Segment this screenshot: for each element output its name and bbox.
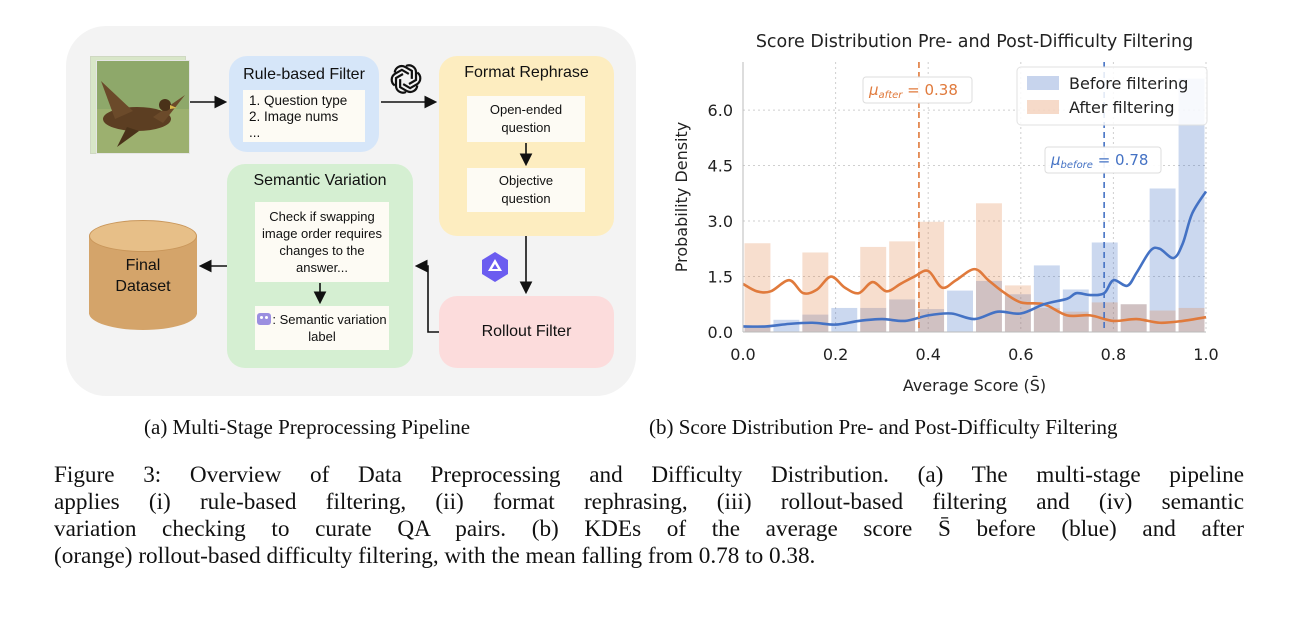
- x-tick-label: 0.0: [730, 345, 755, 364]
- caption-line: applies (i) rule-based filtering, (ii) f…: [54, 489, 1244, 515]
- legend-label-before: Before filtering: [1069, 74, 1188, 93]
- after-mean-label-box: [862, 76, 973, 104]
- caption-b: (b) Score Distribution Pre- and Post-Dif…: [649, 415, 1118, 439]
- after-kde-line: [742, 267, 1207, 325]
- format-rephrase-title: Format Rephrase: [464, 64, 589, 81]
- swap-check-box: Check if swapping image order requires c…: [255, 202, 389, 282]
- y-tick-label: 4.5: [708, 157, 733, 176]
- rule-based-filter-box: Rule-based Filter 1. Question type 2. Im…: [229, 56, 379, 152]
- before-mean-label-box: [1044, 146, 1162, 174]
- y-axis-label: Probability Density: [672, 122, 691, 273]
- x-axis-label: Average Score (S̄): [903, 376, 1046, 395]
- legend-swatch-before: [1027, 76, 1059, 90]
- dataset-cylinder-top: [89, 220, 197, 252]
- caption-a: (a) Multi-Stage Preprocessing Pipeline: [144, 415, 471, 439]
- semantic-label-box: : Semantic variation label: [255, 306, 389, 350]
- final-dataset-line2: Dataset: [115, 278, 171, 295]
- x-tick-label: 0.8: [1101, 345, 1126, 364]
- y-tick-label: 3.0: [708, 212, 733, 231]
- after-hist-bar: [1004, 285, 1031, 332]
- chart-title: Score Distribution Pre- and Post-Difficu…: [756, 32, 1193, 52]
- arrow-rollout-to-semantic: [414, 259, 439, 333]
- x-tick-label: 1.0: [1193, 345, 1218, 364]
- swap-check-text: Check if swapping image order requires c…: [262, 209, 382, 275]
- before-hist-bar: [1062, 289, 1089, 332]
- rollout-filter-box: Rollout Filter: [439, 296, 614, 368]
- y-tick-label: 0.0: [708, 323, 733, 342]
- before-hist-bar: [1033, 265, 1060, 332]
- caption-line: Figure 3: Overview of Data Preprocessing…: [54, 462, 1244, 488]
- before-hist-bar: [744, 325, 771, 332]
- final-dataset-line1: Final: [125, 257, 161, 274]
- before-kde-line: [742, 190, 1208, 328]
- before-hist-bar: [947, 290, 973, 332]
- semantic-variation-box: Semantic Variation Check if swapping ima…: [227, 164, 413, 368]
- rule-filter-item: 2. Image nums: [249, 109, 339, 124]
- semantic-variation-title: Semantic Variation: [253, 172, 387, 189]
- x-tick-label: 0.2: [823, 345, 848, 364]
- rollout-filter-title: Rollout Filter: [481, 323, 572, 340]
- caption-line: variation checking to curate QA pairs. (…: [54, 516, 1244, 542]
- rule-based-filter-title: Rule-based Filter: [243, 66, 365, 83]
- before-hist-bar: [831, 307, 858, 332]
- x-tick-label: 0.6: [1008, 345, 1033, 364]
- objective-question-box: Objective question: [467, 168, 585, 212]
- rule-filter-item: 1. Question type: [249, 93, 348, 108]
- x-tick-label: 0.4: [915, 345, 940, 364]
- y-tick-label: 6.0: [708, 101, 733, 120]
- semantic-label-text: : Semantic variation label: [272, 312, 387, 344]
- robot-icon: [257, 313, 272, 325]
- score-distribution-chart: μafter = 0.38 μbefore = 0.78 0.0 0.2 0.4 0.6 0…: [672, 32, 1219, 395]
- rule-filter-item: ...: [249, 125, 261, 140]
- final-dataset-label: Final Dataset: [89, 255, 197, 297]
- after-mean-label: μafter = 0.38: [868, 81, 958, 101]
- objective-question-text: Objective question: [498, 173, 554, 206]
- after-hist-bar: [889, 241, 916, 332]
- before-mean-label: μbefore = 0.78: [1050, 151, 1148, 171]
- y-tick-label: 1.5: [708, 268, 733, 287]
- legend-swatch-after: [1027, 100, 1059, 114]
- open-ended-question-box: Open-ended question: [467, 96, 585, 142]
- before-hist-bar: [889, 299, 916, 332]
- after-hist-bar: [802, 252, 829, 332]
- caption-line: (orange) rollout-based difficulty filter…: [54, 543, 816, 569]
- figure-caption: Figure 3: Overview of Data Preprocessing…: [54, 462, 1244, 570]
- input-image: [96, 60, 190, 154]
- pipeline-arrows: [190, 95, 533, 333]
- openai-logo-icon: [389, 62, 423, 96]
- rule-filter-list: 1. Question type 2. Image nums ...: [243, 90, 365, 142]
- after-hist-bar: [1149, 310, 1176, 332]
- legend-box: [1016, 66, 1208, 126]
- open-ended-question-text: Open-ended question: [489, 102, 563, 135]
- legend-label-after: After filtering: [1069, 98, 1174, 117]
- before-hist-bar: [1149, 188, 1176, 332]
- qwen-logo-icon: [478, 250, 512, 284]
- after-hist-bar: [1033, 307, 1060, 332]
